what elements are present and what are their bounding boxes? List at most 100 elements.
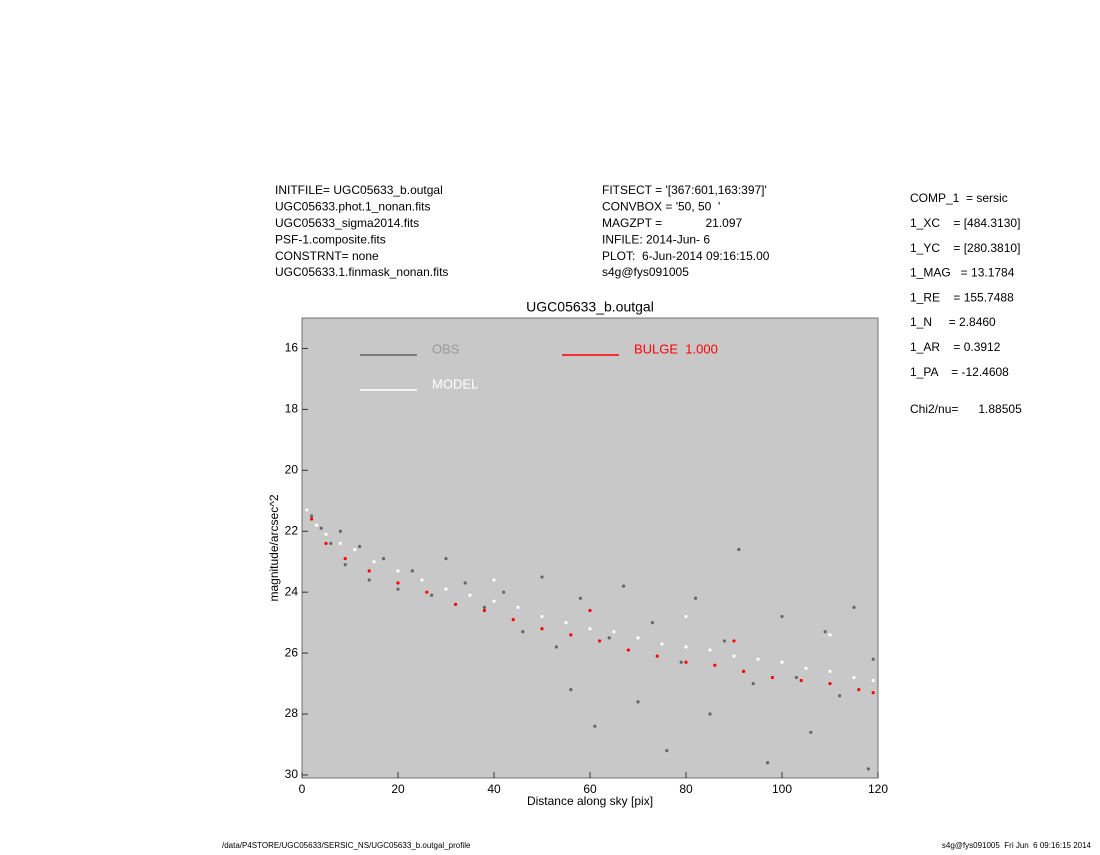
point <box>732 654 736 658</box>
legend-label: MODEL <box>432 376 478 391</box>
point <box>540 575 544 579</box>
x-tick-label: 40 <box>487 782 501 796</box>
point <box>454 602 458 606</box>
point <box>742 669 746 673</box>
point <box>828 669 832 673</box>
header-right: 1_MAG = 13.1784 <box>910 266 1015 280</box>
point <box>857 688 861 692</box>
point <box>780 660 784 664</box>
point <box>569 688 573 692</box>
point <box>655 654 659 658</box>
point <box>492 599 496 603</box>
x-tick-label: 120 <box>868 782 888 796</box>
header-left: UGC05633_sigma2014.fits <box>275 216 419 230</box>
point <box>367 569 371 573</box>
point <box>468 593 472 597</box>
point <box>593 724 597 728</box>
y-tick-label: 22 <box>285 523 299 537</box>
point <box>353 547 357 552</box>
point <box>799 678 803 683</box>
point <box>338 529 342 533</box>
point <box>511 617 515 622</box>
point <box>396 581 400 585</box>
point <box>319 526 323 530</box>
point <box>636 636 640 640</box>
header-left: CONSTRNT= none <box>275 249 379 263</box>
point <box>358 544 362 549</box>
point <box>622 584 626 588</box>
point <box>660 642 664 646</box>
point <box>756 657 760 661</box>
point <box>636 700 640 704</box>
point <box>578 596 583 600</box>
header-right: 1_N = 2.8460 <box>910 315 996 329</box>
header-middle: CONVBOX = '50, 50 ' <box>602 200 720 214</box>
point <box>732 639 736 643</box>
legend-label: BULGE 1.000 <box>634 341 718 356</box>
plot-area <box>301 317 879 779</box>
y-axis-label: magnitude/arcsec^2 <box>267 494 281 601</box>
point <box>650 621 655 625</box>
point <box>463 581 467 585</box>
point <box>708 712 712 716</box>
point <box>430 593 434 597</box>
point <box>679 660 683 664</box>
header-left: UGC05633.phot.1_nonan.fits <box>275 200 430 214</box>
point <box>684 660 688 664</box>
point <box>607 636 611 640</box>
point <box>382 557 386 561</box>
point <box>780 614 784 619</box>
point <box>396 587 400 591</box>
point <box>871 678 875 683</box>
point <box>694 596 698 600</box>
point <box>343 563 347 567</box>
point <box>343 557 347 561</box>
point <box>852 605 856 610</box>
point <box>871 657 875 661</box>
point <box>823 630 827 634</box>
point <box>588 608 592 613</box>
point <box>314 523 318 527</box>
point <box>852 675 856 680</box>
point <box>367 578 371 582</box>
point <box>396 569 400 573</box>
point <box>324 541 328 546</box>
chart-title: UGC05633_b.outgal <box>526 299 654 315</box>
point <box>770 675 775 680</box>
header-right: 1_YC = [280.3810] <box>910 241 1020 255</box>
point <box>804 666 808 670</box>
point <box>588 627 592 631</box>
point <box>310 514 314 518</box>
x-tick-label: 20 <box>391 782 405 796</box>
x-axis-label: Distance along sky [pix] <box>527 794 653 808</box>
legend-label: OBS <box>432 341 460 356</box>
point <box>502 590 506 594</box>
point <box>492 578 496 582</box>
point <box>871 691 875 695</box>
point <box>372 560 376 564</box>
y-tick-label: 24 <box>285 584 299 598</box>
point <box>626 648 631 652</box>
point <box>329 541 333 546</box>
y-tick-label: 28 <box>285 706 299 720</box>
header-right: 1_AR = 0.3912 <box>910 340 1001 354</box>
point <box>425 590 429 594</box>
point <box>828 681 832 686</box>
point <box>598 639 602 643</box>
header-middle: MAGZPT = 21.097 <box>602 216 742 230</box>
y-tick-label: 18 <box>285 402 299 416</box>
y-tick-label: 30 <box>285 767 299 781</box>
chi2: Chi2/nu= 1.88505 <box>910 402 1022 416</box>
point <box>310 517 314 521</box>
point <box>684 645 688 649</box>
header-right: COMP_1 = sersic <box>910 191 1008 205</box>
header-middle: s4g@fys091005 <box>602 265 689 279</box>
point <box>708 648 712 652</box>
point <box>809 730 813 734</box>
point <box>516 605 520 610</box>
point <box>554 645 559 649</box>
point <box>444 587 448 591</box>
point <box>722 639 727 643</box>
header-right: 1_XC = [484.3130] <box>910 216 1020 230</box>
